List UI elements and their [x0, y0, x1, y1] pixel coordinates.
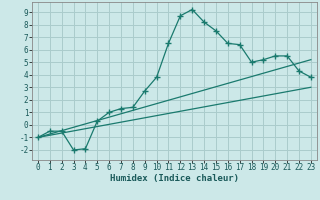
- X-axis label: Humidex (Indice chaleur): Humidex (Indice chaleur): [110, 174, 239, 183]
